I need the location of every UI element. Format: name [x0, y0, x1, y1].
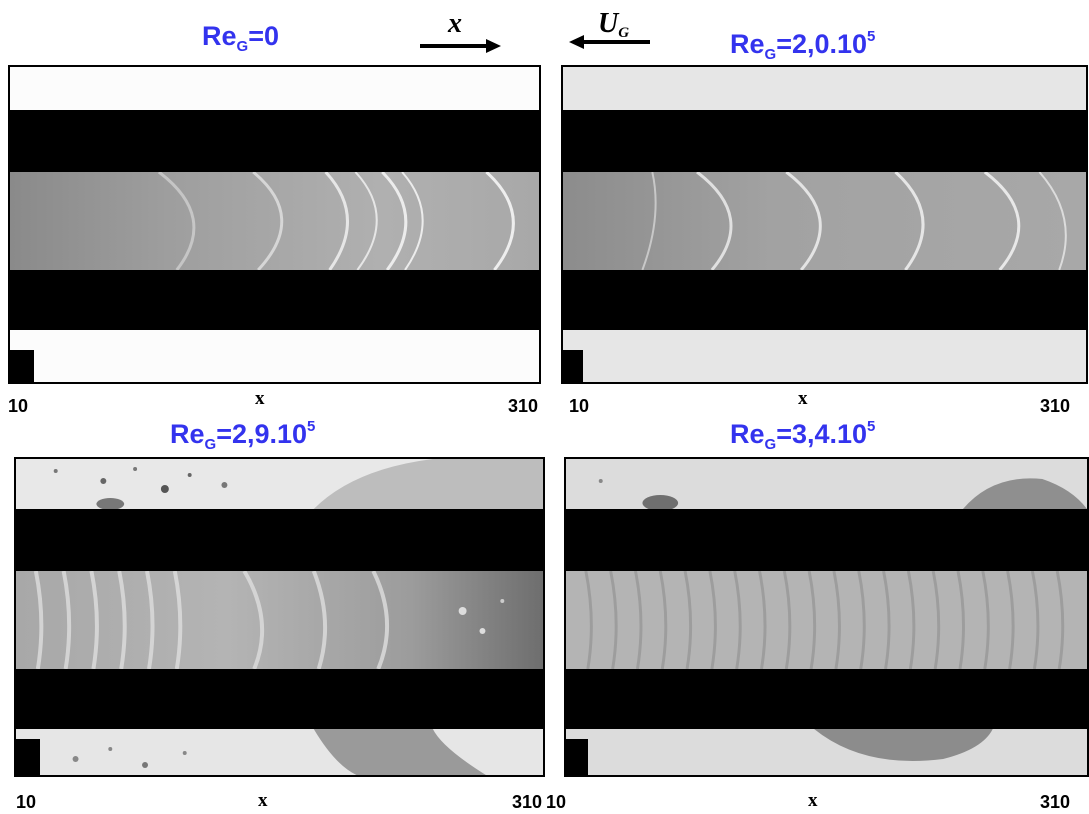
corner-marker-3	[16, 739, 40, 775]
dark-band-bottom-2	[563, 270, 1086, 330]
corner-marker-4	[566, 739, 588, 775]
title-3-sub: G	[204, 436, 217, 453]
x-tick-right-1: 310	[508, 396, 539, 416]
title-3-base: Re	[170, 419, 205, 449]
dark-band-bottom-3	[16, 669, 543, 729]
x-axis-label-3: x	[258, 790, 268, 811]
liquid-film-1	[10, 172, 539, 270]
title-1-sub: G	[236, 38, 249, 55]
panel-title-2: ReG=2,0.105	[730, 28, 875, 63]
liquid-film-4	[566, 571, 1087, 669]
title-4-base: Re	[730, 419, 765, 449]
x-tick-right-2: 310	[1040, 396, 1071, 416]
title-2-base: Re	[730, 29, 765, 59]
dark-band-top-1	[10, 110, 539, 172]
title-4-exp: 5	[867, 418, 876, 435]
x-tick-left-3: 10	[16, 792, 37, 812]
bottom-plate-3	[16, 729, 543, 775]
dark-band-top-3	[16, 509, 543, 571]
title-4-sub: G	[764, 436, 777, 453]
liquid-film-2	[563, 172, 1086, 270]
gas-velocity-subscript: G	[618, 25, 630, 41]
top-plate-2	[563, 67, 1086, 110]
title-1-base: Re	[202, 21, 237, 51]
title-2-value: =2,0.10	[776, 29, 868, 59]
dark-band-bottom-1	[10, 270, 539, 330]
dark-band-top-4	[566, 509, 1087, 571]
x-axis-label-1: x	[255, 388, 265, 409]
photo-panel-4	[564, 457, 1089, 777]
x-tick-right-4: 310	[1040, 792, 1071, 812]
title-2-sub: G	[764, 46, 777, 63]
photo-panel-1	[8, 65, 541, 384]
x-tick-left-4: 10	[546, 792, 567, 812]
title-3-value: =2,9.10	[216, 419, 308, 449]
corner-marker-2	[563, 350, 583, 382]
dark-band-top-2	[563, 110, 1086, 172]
top-plate-3	[16, 459, 543, 509]
x-direction-arrow-icon	[420, 39, 501, 53]
x-tick-left-1: 10	[8, 396, 29, 416]
panel-title-3: ReG=2,9.105	[170, 418, 315, 453]
photo-panel-2	[561, 65, 1088, 384]
bottom-plate-2	[563, 330, 1086, 382]
x-tick-left-2: 10	[569, 396, 590, 416]
title-3-exp: 5	[307, 418, 316, 435]
gas-velocity-label: UG	[598, 8, 629, 42]
x-axis-label-4: x	[808, 790, 818, 811]
x-tick-right-3: 310	[512, 792, 543, 812]
top-plate-1	[10, 67, 539, 110]
liquid-film-3	[16, 571, 543, 669]
x-axis-label-2: x	[798, 388, 808, 409]
title-2-exp: 5	[867, 28, 876, 45]
dark-band-bottom-4	[566, 669, 1087, 729]
top-plate-4	[566, 459, 1087, 509]
panel-title-4: ReG=3,4.105	[730, 418, 875, 453]
photo-panel-3	[14, 457, 545, 777]
title-1-value: =0	[248, 21, 279, 51]
bottom-plate-1	[10, 330, 539, 382]
gas-flow-arrow-icon	[569, 35, 650, 49]
corner-marker-1	[10, 350, 34, 382]
gas-velocity-symbol: U	[598, 8, 619, 39]
panel-title-1: ReG=0	[202, 21, 279, 55]
title-4-value: =3,4.10	[776, 419, 868, 449]
bottom-plate-4	[566, 729, 1087, 775]
x-direction-label: x	[448, 8, 462, 39]
